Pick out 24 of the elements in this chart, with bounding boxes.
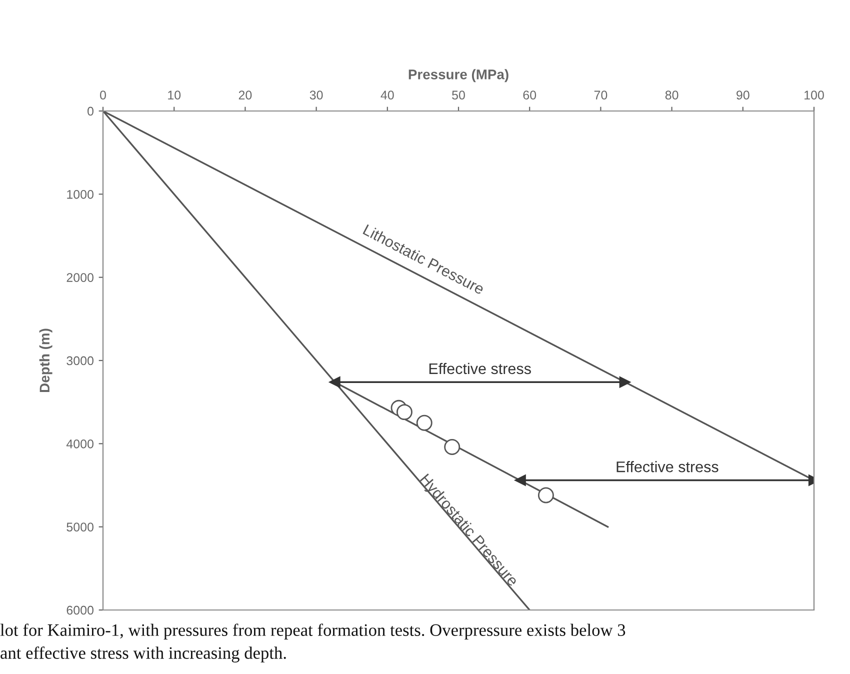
- y-tick-label: 2000: [66, 273, 94, 282]
- y-tick-label: 1000: [67, 190, 94, 199]
- series-label: Effective stress: [616, 461, 718, 472]
- x-tick-label: 10: [168, 90, 181, 100]
- y-tick-label: 5000: [66, 522, 94, 532]
- series-label: Effective stress: [429, 362, 531, 374]
- x-tick-label: 0: [100, 90, 106, 100]
- x-axis-title: Pressure (MPa): [408, 69, 508, 82]
- y-tick-label: 0: [88, 106, 94, 116]
- y-tick-label: 3000: [66, 356, 94, 366]
- x-tick-label: 60: [523, 90, 536, 100]
- y-tick-label: 6000: [66, 606, 94, 615]
- x-tick-label: 20: [238, 90, 252, 100]
- x-tick-label: 90: [736, 90, 750, 100]
- text: lot for Kaimiro-1, with pressures from repeat formation tests. Overpressure exists below 3: [0, 624, 626, 640]
- y-axis-title: Depth (m): [39, 328, 52, 392]
- x-tick-label: 70: [594, 90, 608, 100]
- y-tick-label: 4000: [66, 439, 94, 448]
- text: ant effective stress with increasing depth.: [0, 646, 286, 662]
- x-tick-label: 80: [665, 90, 678, 100]
- x-tick-label: 40: [380, 90, 394, 100]
- x-tick-label: 100: [804, 90, 824, 100]
- x-tick-label: 30: [310, 90, 323, 100]
- x-tick-label: 50: [452, 90, 465, 100]
